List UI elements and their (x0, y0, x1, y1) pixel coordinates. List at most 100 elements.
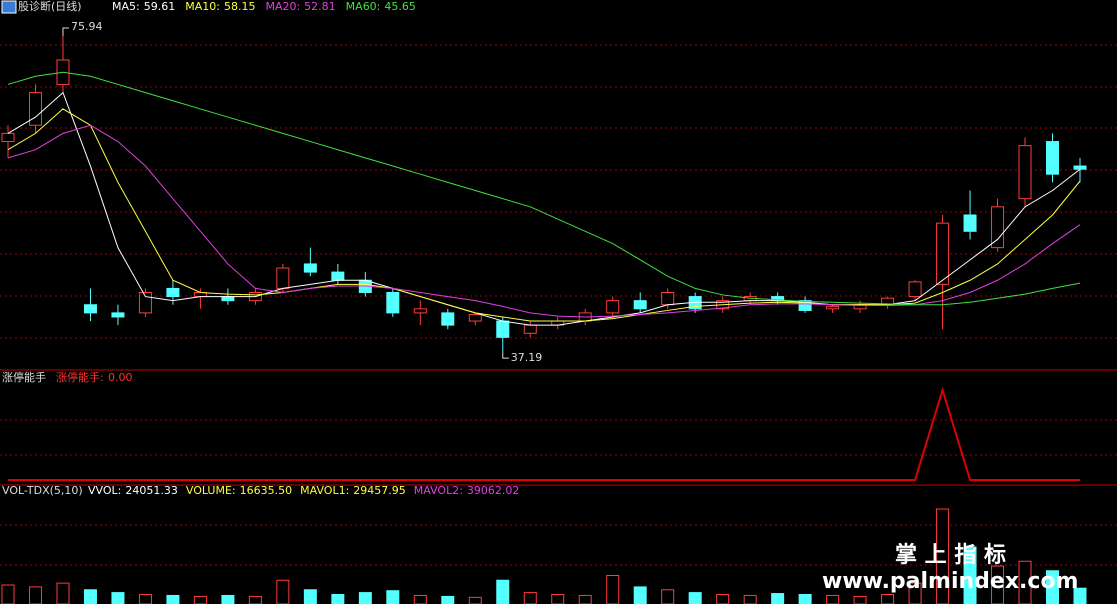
volume-bar (881, 594, 895, 604)
volume-bar (331, 594, 345, 604)
volume-bar (1046, 570, 1060, 604)
high-label: 75.94 (71, 20, 103, 33)
candle-body (276, 267, 290, 289)
volume-bar (221, 594, 235, 604)
volume-bar (1018, 560, 1032, 604)
candle-body (826, 305, 840, 310)
low-label: 37.19 (511, 351, 543, 364)
ma-label: MA20: (265, 0, 300, 13)
main-title: 股诊断(日线) (18, 0, 82, 13)
leader (62, 27, 69, 36)
candle-body (303, 263, 317, 273)
candle-body (111, 312, 125, 318)
volume-bar (138, 594, 152, 604)
ma-line (7, 91, 1081, 326)
candle-body (468, 314, 482, 322)
volume-bar (688, 592, 702, 604)
volume-title: VOL-TDX(5,10) (2, 484, 83, 497)
vol-value: 16635.50 (240, 484, 293, 497)
volume-bar (661, 589, 675, 604)
candle-body (798, 300, 812, 311)
ma-value: 59.61 (144, 0, 176, 13)
volume-bar (303, 589, 317, 604)
limit-title: 涨停能手 (2, 370, 46, 384)
vol-label: MAVOL1: (300, 484, 349, 497)
volume-bar (468, 596, 482, 604)
volume-bar (716, 594, 730, 604)
volume-bar (551, 594, 565, 604)
candle-body (963, 214, 977, 232)
volume-bar (771, 593, 785, 604)
volume-bar (496, 579, 510, 604)
limit-value: 0.00 (108, 371, 133, 384)
volume-bar (633, 586, 647, 604)
watermark-url: www.palmindex.com (822, 569, 1078, 594)
icon (1, 0, 17, 14)
ma-value: 52.81 (304, 0, 336, 13)
volume-bar (441, 595, 455, 604)
volume-bar (111, 592, 125, 604)
candle-body (83, 304, 97, 314)
volume-bar (413, 594, 427, 604)
volume-bar (1073, 587, 1087, 604)
grid (0, 44, 1117, 566)
ma-value: 45.65 (384, 0, 416, 13)
candle-body (331, 271, 345, 281)
candle-body (1046, 141, 1060, 175)
volume-bar (578, 594, 592, 604)
candle-body (28, 92, 42, 126)
volume-bar (248, 595, 262, 604)
volume-bar (963, 546, 977, 604)
candle-body (633, 300, 647, 310)
candle-body (221, 296, 235, 302)
vol-value: 39062.02 (467, 484, 520, 497)
ma-line (7, 71, 1081, 306)
vol-value: 29457.95 (353, 484, 406, 497)
volume-bar (853, 595, 867, 604)
ma-line (7, 124, 1081, 318)
candle-body (166, 287, 180, 298)
ma-value: 58.15 (224, 0, 256, 13)
candle-body (661, 291, 675, 306)
ma-label: MA5: (112, 0, 140, 13)
volume-bar (56, 582, 70, 604)
candle-body (496, 320, 510, 338)
volume-bar (28, 586, 42, 604)
volume-bar (276, 579, 290, 604)
candle-body (413, 308, 427, 314)
volume-bar (193, 595, 207, 604)
limit-line (8, 386, 1080, 481)
leader (502, 352, 509, 359)
volume-bar (166, 594, 180, 604)
candle-body (908, 281, 922, 298)
volume-bar (743, 594, 757, 604)
watermark-title: 掌 上 指 标 (895, 542, 1006, 568)
candle-body (1, 132, 15, 143)
volume-bar (523, 592, 537, 604)
candle-body (441, 312, 455, 326)
volume-bar (1, 584, 15, 604)
vol-label: MAVOL2: (414, 484, 463, 497)
candle-body (386, 291, 400, 314)
limit-label: 涨停能手: (56, 370, 104, 384)
volume-bar (386, 590, 400, 604)
vol-label: VOLUME: (186, 484, 236, 497)
ma-label: MA60: (346, 0, 381, 13)
ma-label: MA10: (185, 0, 220, 13)
candle-body (138, 291, 152, 314)
candle-body (936, 222, 950, 285)
candle-body (991, 206, 1005, 249)
volume-bar (798, 594, 812, 604)
candle-body (606, 300, 620, 314)
candle-body (523, 324, 537, 334)
vol-label: VVOL: (88, 484, 121, 497)
volume-bar (606, 575, 620, 604)
volume-bar (936, 508, 950, 604)
volume-bar (358, 592, 372, 604)
vol-value: 24051.33 (125, 484, 178, 497)
volume-bar (83, 589, 97, 604)
candle-body (1073, 165, 1087, 170)
